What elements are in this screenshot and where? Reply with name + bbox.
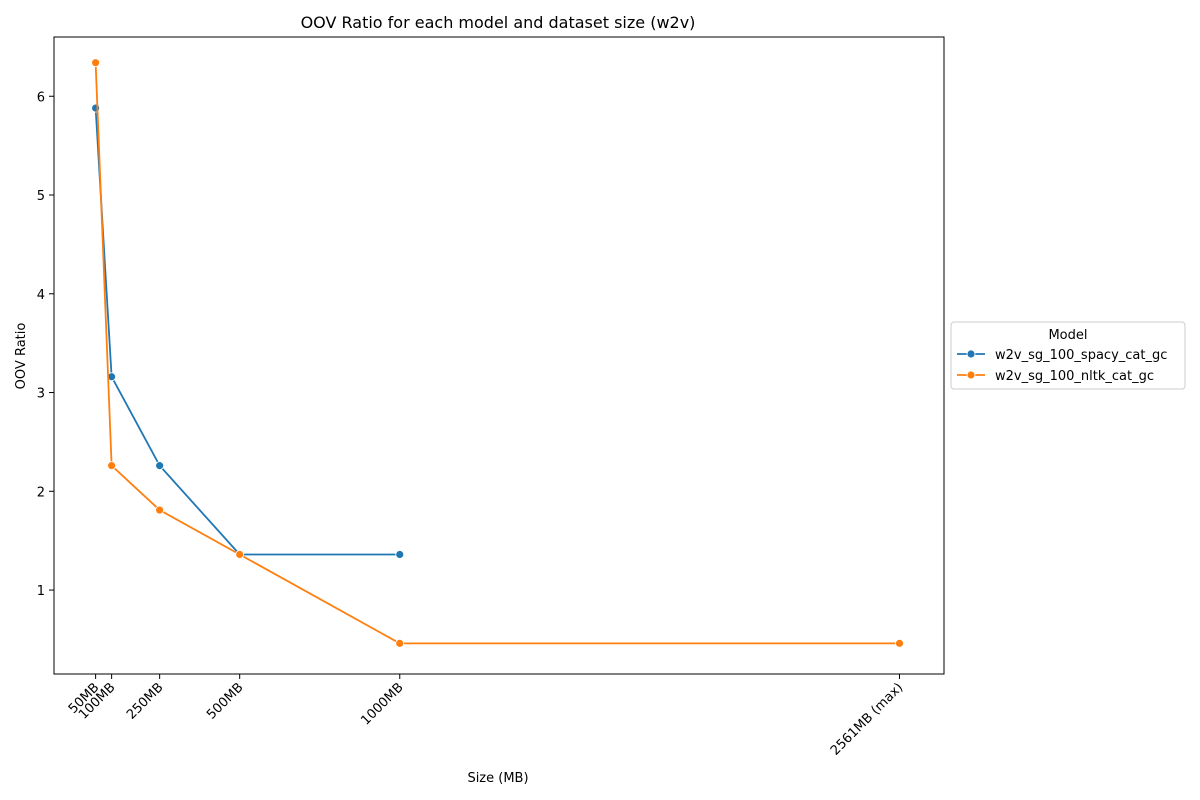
legend-frame [950, 321, 1186, 390]
y-tick-label: 5 [37, 189, 45, 204]
y-tick-label: 6 [37, 90, 45, 105]
y-tick-label: 4 [37, 288, 45, 303]
series-1-point [895, 638, 904, 648]
x-tick-label: 250MB [124, 680, 166, 722]
legend-swatch-marker-1 [966, 370, 976, 380]
series-1-point [91, 58, 101, 68]
y-tick-label: 1 [37, 584, 45, 599]
series-layer [91, 58, 904, 648]
y-tick-label: 2 [37, 485, 45, 500]
legend-title: Model [1048, 328, 1087, 343]
x-tick-label: 1000MB [358, 680, 406, 728]
legend: Model w2v_sg_100_spacy_cat_gcw2v_sg_100_… [950, 321, 1186, 390]
series-line-0 [94, 108, 400, 556]
x-tick-label: 500MB [204, 680, 246, 722]
chart-title: OOV Ratio for each model and dataset siz… [301, 13, 696, 32]
series-1-point [235, 550, 245, 559]
legend-swatch-marker-0 [966, 349, 976, 359]
legend-entry-1: w2v_sg_100_nltk_cat_gc [995, 369, 1154, 384]
y-tick-label: 3 [37, 387, 45, 402]
x-tick-label: 2561MB (max) [828, 680, 906, 758]
series-0-point [155, 461, 165, 471]
series-1-point [155, 505, 165, 515]
plot-area-frame [53, 36, 945, 675]
x-axis-label: Size (MB) [467, 771, 528, 786]
legend-entry-0: w2v_sg_100_spacy_cat_gc [995, 348, 1167, 363]
y-axis-label: OOV Ratio [14, 323, 29, 390]
series-0-point [395, 550, 405, 559]
legend-items: w2v_sg_100_spacy_cat_gc w2v_sg_100_nltk_c… [957, 348, 1167, 384]
series-1-point [395, 638, 405, 648]
series-line-1 [94, 62, 900, 645]
series-1-point [107, 461, 117, 471]
y-axis-ticks: 1 2 3 4 5 6 [37, 90, 54, 599]
